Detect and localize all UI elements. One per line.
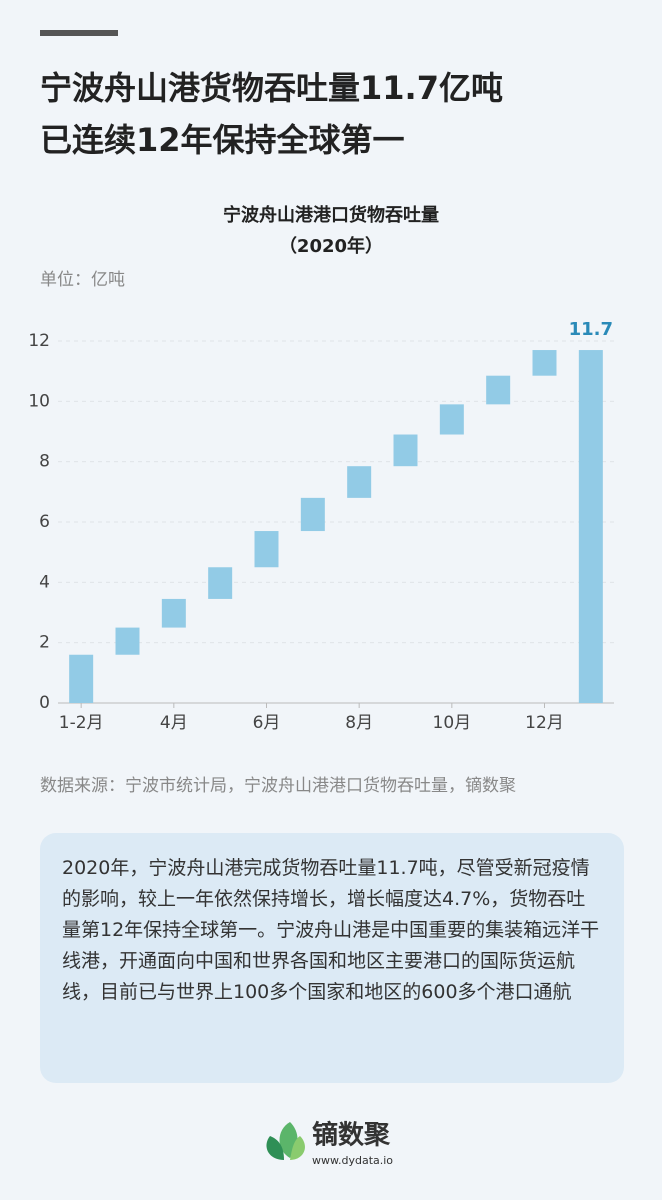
bar <box>69 654 94 703</box>
bar <box>115 627 140 655</box>
chart-title: 宁波舟山港港口货物吞吐量 <box>223 204 439 226</box>
source: 数据来源：宁波市统计局，宁波舟山港港口货物吞吐量，镝数聚 <box>40 776 516 796</box>
x-tick-label: 4月 <box>160 713 188 733</box>
bar <box>347 466 372 498</box>
bar <box>161 598 186 628</box>
x-tick-label: 12月 <box>525 713 564 733</box>
unit-label: 单位：亿吨 <box>40 270 125 290</box>
title-line: 宁波舟山港货物吞吐量11.7亿吨 <box>40 69 503 107</box>
bar <box>486 375 511 405</box>
page-title: 宁波舟山港货物吞吐量11.7亿吨 已连续12年保持全球第一 <box>40 62 503 166</box>
bar <box>578 350 603 703</box>
bar <box>300 497 325 532</box>
bar <box>532 350 557 376</box>
chart-subtitle: （2020年） <box>279 235 383 257</box>
bar <box>254 531 279 568</box>
accent-bar <box>40 30 118 36</box>
summary: 2020年，宁波舟山港完成货物吞吐量11.7吨，尽管受新冠疫情的影响，较上一年依… <box>40 833 624 1083</box>
bar <box>393 434 418 467</box>
y-tick-label: 10 <box>28 391 50 411</box>
y-tick-label: 0 <box>39 693 50 713</box>
x-tick-label: 6月 <box>253 713 281 733</box>
y-tick-label: 12 <box>28 331 50 351</box>
y-tick-label: 6 <box>39 512 50 532</box>
bar <box>439 404 464 435</box>
x-tick-label: 1-2月 <box>59 713 104 733</box>
y-tick-label: 8 <box>39 452 50 472</box>
brand: 镝数聚 <box>312 1120 391 1151</box>
y-tick-label: 4 <box>39 572 50 592</box>
x-tick-label: 8月 <box>345 713 373 733</box>
data-label: 11.7 <box>569 319 613 340</box>
bar <box>208 567 233 599</box>
title-line: 已连续12年保持全球第一 <box>40 121 405 159</box>
y-tick-label: 2 <box>39 633 50 653</box>
logo-icon <box>266 1122 305 1160</box>
brand-url: www.dydata.io <box>312 1154 393 1167</box>
x-tick-label: 10月 <box>433 713 472 733</box>
